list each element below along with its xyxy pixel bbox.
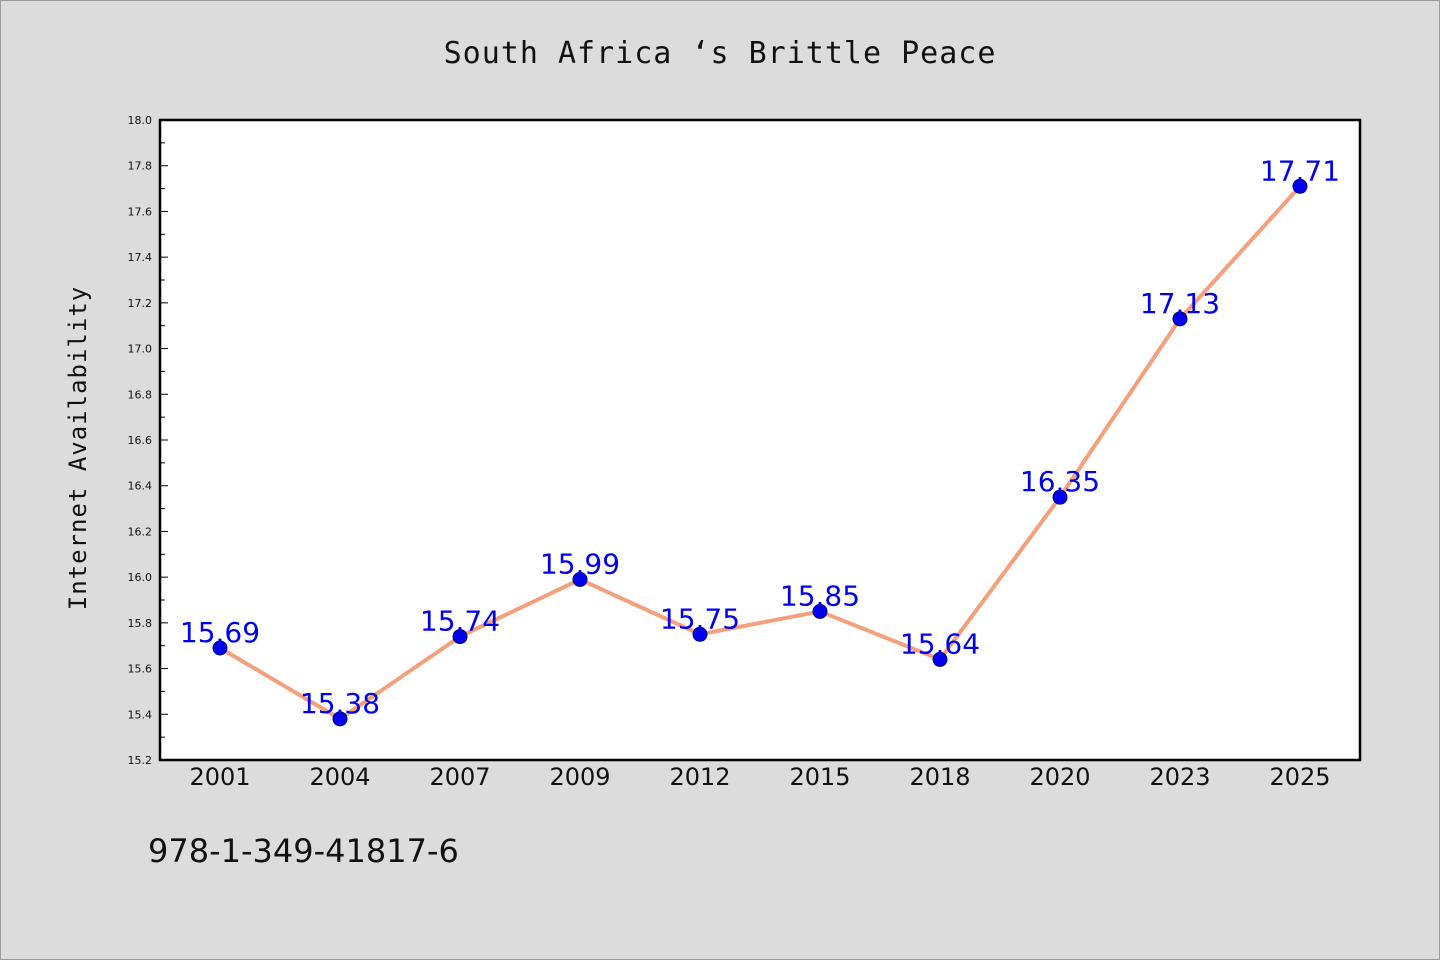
x-tick-label: 2009 [549,763,610,791]
data-point [692,626,708,642]
data-label: 17.13 [1140,287,1220,320]
data-point [572,571,588,587]
x-tick-label: 2015 [789,763,850,791]
y-tick-label: 15.8 [128,617,153,630]
data-point [332,711,348,727]
x-tick-label: 2004 [309,763,370,791]
data-point [452,629,468,645]
y-tick-label: 16.0 [128,571,153,584]
data-label: 16.35 [1020,465,1100,498]
y-tick-label: 15.2 [128,754,153,767]
plot-area [158,118,1362,762]
chart-title: South Africa ‘s Brittle Peace [443,36,997,71]
series-group: 15.69 15.38 15.74 15.99 15.75 15.85 15.64 16.35… [180,154,1340,727]
data-point [1052,489,1068,505]
y-tick-label: 16.8 [128,388,153,401]
data-label: 15.85 [780,579,860,612]
data-point [212,640,228,656]
series-line [218,184,1302,721]
y-tick-label: 17.8 [128,160,153,173]
data-point [932,651,948,667]
data-point [812,603,828,619]
y-axis: 15.2 15.4 15.6 15.8 16.0 16.2 16.4 16.6 16.8 17.0… [128,114,168,767]
y-tick-label: 16.6 [128,434,153,447]
data-label: 15.38 [300,687,380,720]
x-tick-label: 2018 [909,763,970,791]
data-label: 15.74 [420,605,500,638]
y-tick-label: 17.2 [128,297,153,310]
x-axis: 2001 2004 2007 2009 2012 2015 2018 2020 2023 2025 [189,763,1330,791]
data-point [1292,178,1308,194]
y-tick-label: 16.4 [128,480,153,493]
y-tick-label: 17.4 [128,251,153,264]
data-label: 15.69 [180,616,260,649]
x-tick-label: 2025 [1269,763,1330,791]
y-tick-label: 16.2 [128,525,153,538]
data-label: 15.99 [540,547,620,580]
data-label: 15.75 [660,602,740,635]
y-axis-label: Internet Availability [64,286,92,610]
data-label: 15.64 [900,627,980,660]
x-tick-label: 2023 [1149,763,1210,791]
y-tick-label: 17.6 [128,205,153,218]
y-tick-label: 15.6 [128,663,153,676]
data-label: 17.71 [1260,154,1340,187]
x-tick-label: 2007 [429,763,490,791]
x-tick-label: 2020 [1029,763,1090,791]
y-tick-label: 15.4 [128,708,153,721]
x-tick-label: 2012 [669,763,730,791]
isbn-text: 978-1-349-41817-6 [148,832,459,870]
y-tick-label: 18.0 [128,114,153,127]
data-point [1172,311,1188,327]
y-tick-label: 17.0 [128,343,153,356]
x-tick-label: 2001 [189,763,250,791]
